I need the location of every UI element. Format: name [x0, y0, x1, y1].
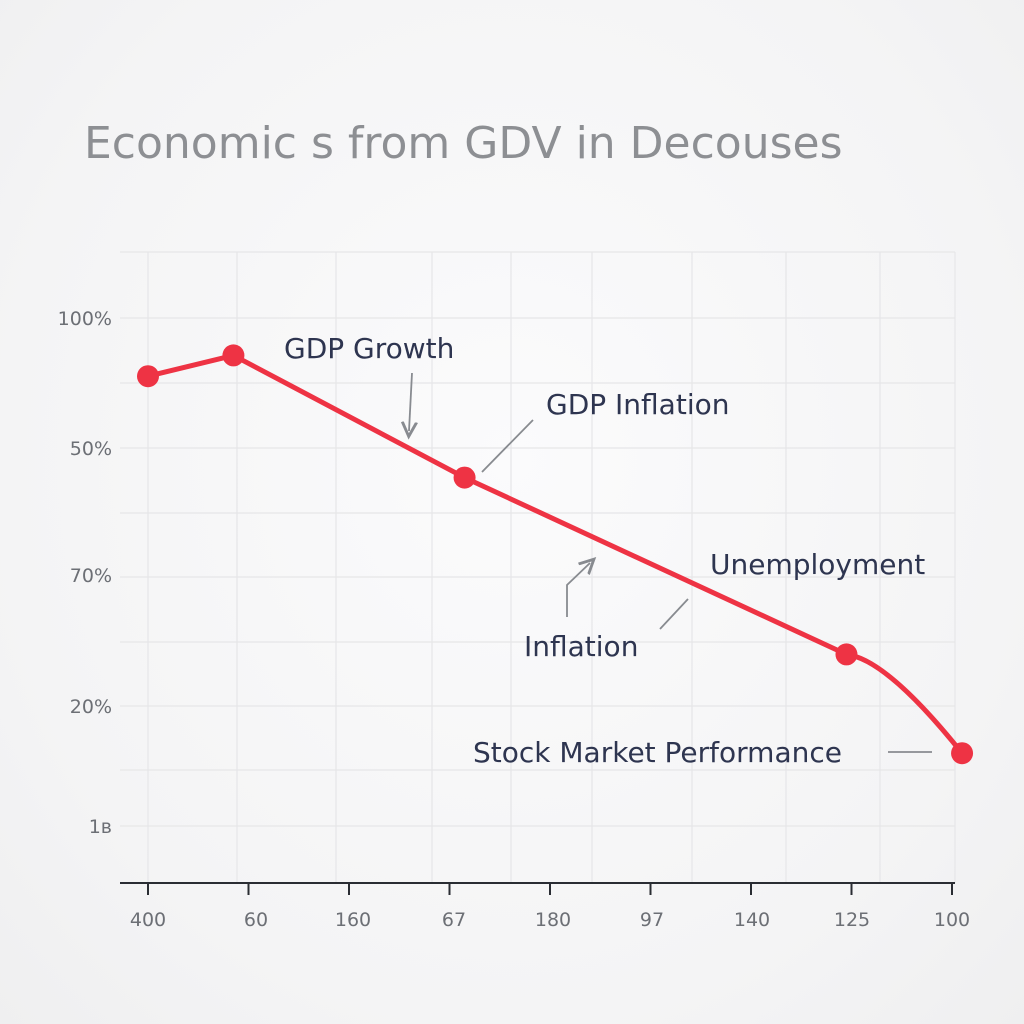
y-tick-label-3: 20% — [70, 696, 112, 718]
y-tick-label-4: 1в — [89, 816, 112, 838]
data-point-4 — [951, 742, 974, 765]
x-tick-label-7: 125 — [834, 909, 870, 931]
annotation-unemployment: Unemployment — [710, 548, 925, 581]
unemployment-leader — [659, 598, 689, 630]
x-tick-label-0: 400 — [130, 909, 166, 931]
annotation-gdp-inflation: GDP Inflation — [546, 388, 729, 421]
gdp-growth-arrow — [409, 372, 412, 431]
x-tick-labels: 400 60 160 67 180 97 140 125 100 — [130, 909, 970, 931]
data-point-0 — [137, 365, 159, 388]
annotation-stock-market-performance: Stock Market Performance — [473, 736, 842, 769]
data-point-2 — [453, 466, 476, 489]
x-tick-label-6: 140 — [734, 909, 770, 931]
y-tick-labels: 100% 50% 70% 20% 1в — [58, 308, 112, 838]
x-tick-label-3: 67 — [442, 909, 466, 931]
x-tick-label-1: 60 — [244, 909, 268, 931]
annotation-labels: GDP Growth GDP Inflation Unemployment In… — [284, 332, 925, 769]
x-tick-label-5: 97 — [640, 909, 664, 931]
y-tick-label-2: 70% — [70, 565, 112, 587]
y-tick-label-0: 100% — [58, 308, 112, 330]
x-tick-label-4: 180 — [535, 909, 571, 931]
x-tick-label-8: 100 — [934, 909, 970, 931]
grid — [120, 251, 956, 883]
data-point-1 — [222, 344, 245, 367]
annotation-inflation: Inflation — [524, 630, 638, 663]
chart-title: Economic s from GDV in Decouses — [84, 118, 843, 169]
x-tick-marks — [147, 883, 953, 895]
gdp-inflation-leader — [481, 419, 534, 473]
annotation-arrows — [409, 372, 932, 753]
y-tick-label-1: 50% — [70, 438, 112, 460]
annotation-gdp-growth: GDP Growth — [284, 332, 454, 365]
series-group — [137, 344, 974, 765]
data-point-3 — [835, 643, 858, 666]
inflation-arrow — [566, 563, 590, 617]
x-tick-label-2: 160 — [335, 909, 371, 931]
